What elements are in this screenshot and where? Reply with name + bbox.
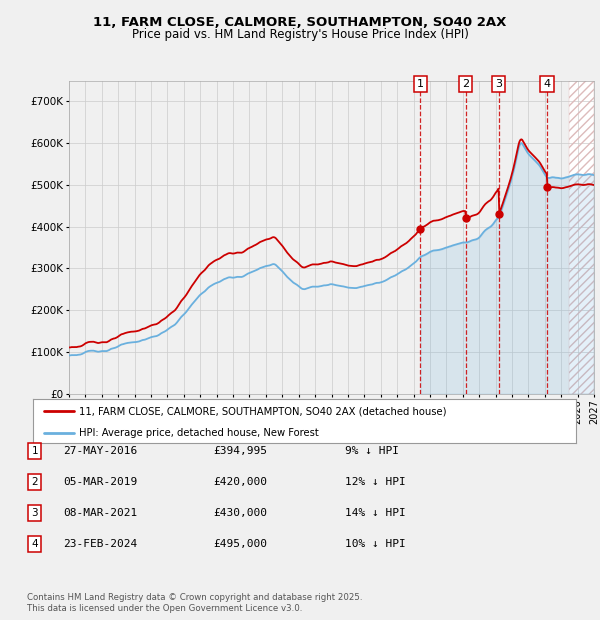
Text: £420,000: £420,000 [213,477,267,487]
Text: 3: 3 [495,79,502,89]
Text: Price paid vs. HM Land Registry's House Price Index (HPI): Price paid vs. HM Land Registry's House … [131,28,469,41]
Text: 1: 1 [417,79,424,89]
Bar [569,81,594,394]
Text: 11, FARM CLOSE, CALMORE, SOUTHAMPTON, SO40 2AX (detached house): 11, FARM CLOSE, CALMORE, SOUTHAMPTON, SO… [79,406,446,416]
Text: Contains HM Land Registry data © Crown copyright and database right 2025.
This d: Contains HM Land Registry data © Crown c… [27,593,362,613]
Text: £430,000: £430,000 [213,508,267,518]
Text: 9% ↓ HPI: 9% ↓ HPI [345,446,399,456]
Text: 3: 3 [31,508,38,518]
Text: 12% ↓ HPI: 12% ↓ HPI [345,477,406,487]
Text: £495,000: £495,000 [213,539,267,549]
Text: 05-MAR-2019: 05-MAR-2019 [63,477,137,487]
Text: 2: 2 [31,477,38,487]
Text: HPI: Average price, detached house, New Forest: HPI: Average price, detached house, New … [79,428,319,438]
Bar [569,81,594,394]
Text: £394,995: £394,995 [213,446,267,456]
Text: 1: 1 [31,446,38,456]
Text: 14% ↓ HPI: 14% ↓ HPI [345,508,406,518]
Text: 4: 4 [31,539,38,549]
Text: 23-FEB-2024: 23-FEB-2024 [63,539,137,549]
Text: 10% ↓ HPI: 10% ↓ HPI [345,539,406,549]
Text: 4: 4 [544,79,551,89]
Text: 27-MAY-2016: 27-MAY-2016 [63,446,137,456]
Text: 2: 2 [462,79,469,89]
Text: 11, FARM CLOSE, CALMORE, SOUTHAMPTON, SO40 2AX: 11, FARM CLOSE, CALMORE, SOUTHAMPTON, SO… [94,16,506,29]
Text: 08-MAR-2021: 08-MAR-2021 [63,508,137,518]
